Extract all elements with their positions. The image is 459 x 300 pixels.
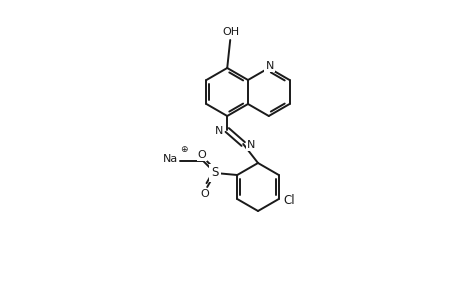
- Text: ⊕: ⊕: [180, 145, 188, 154]
- Text: Na: Na: [162, 154, 178, 164]
- Text: O: O: [201, 189, 209, 199]
- Text: Cl: Cl: [283, 194, 295, 208]
- Text: S: S: [211, 167, 218, 179]
- Text: OH: OH: [222, 27, 239, 37]
- Text: N: N: [246, 140, 255, 150]
- Text: N: N: [214, 126, 223, 136]
- Text: N: N: [265, 61, 274, 71]
- Text: O: O: [197, 150, 206, 160]
